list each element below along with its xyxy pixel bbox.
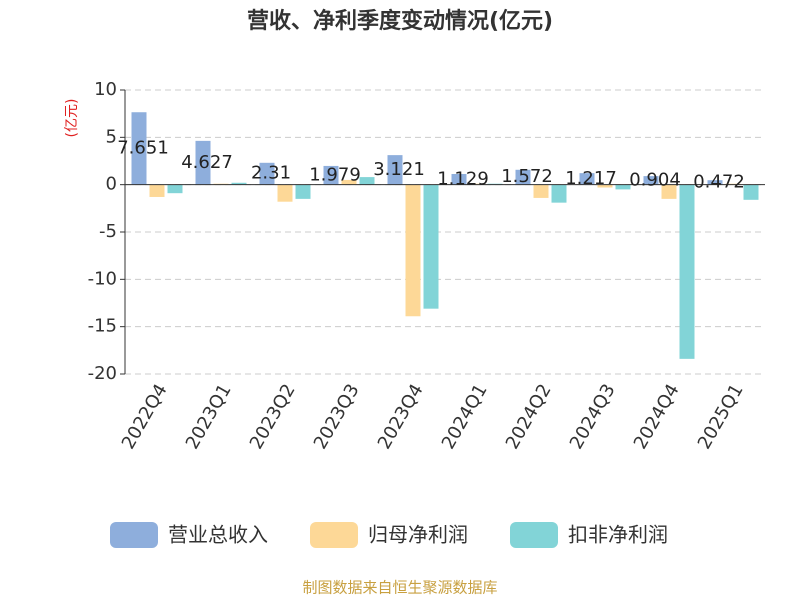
bar [579,173,595,185]
y-tick-label: 5 [106,126,117,147]
x-tick-label: 2023Q1 [182,381,236,453]
bar [679,184,695,359]
data-label: 2.31 [251,163,291,184]
bar [533,184,549,198]
bar [259,162,275,185]
bar [405,184,421,317]
bar [387,155,403,185]
bar [615,184,631,190]
x-tick-label: 2022Q4 [118,381,172,453]
bar [231,182,247,185]
bar [149,184,165,197]
bar [195,140,211,185]
bar [597,184,613,188]
bar [423,184,439,309]
data-label: 1.572 [501,166,553,187]
data-label: 0.904 [629,169,681,190]
y-tick-label: 0 [106,174,117,195]
y-tick-label: 10 [94,79,117,100]
bar [661,184,677,199]
bar [515,169,531,185]
data-label: 1.979 [309,164,361,185]
x-tick-label: 2024Q2 [502,381,556,453]
y-tick-label: -5 [99,221,117,242]
bar [323,165,339,185]
x-tick-label: 2024Q4 [630,381,684,453]
bar [707,180,723,185]
source-note: 制图数据来自恒生聚源数据库 [302,579,497,597]
bar [167,184,183,194]
chart-title: 营收、净利季度变动情况(亿元) [247,8,553,34]
legend-label: 归母净利润 [368,523,468,547]
data-label: 4.627 [181,152,233,173]
x-tick-label: 2023Q4 [374,381,428,453]
legend-label: 营业总收入 [168,523,268,547]
legend-swatch [510,522,558,548]
x-tick-label: 2025Q1 [694,381,748,453]
legend-label: 扣非净利润 [568,523,668,547]
bar [743,184,759,200]
data-label: 1.129 [437,168,489,189]
data-label: 3.121 [373,159,425,180]
x-tick-label: 2023Q3 [310,381,364,453]
y-tick-label: -15 [88,316,117,337]
legend-swatch [310,522,358,548]
data-label: 1.217 [565,168,617,189]
bar [295,184,311,199]
bar [277,184,293,202]
x-tick-label: 2024Q3 [566,381,620,453]
data-label: 7.651 [117,137,169,158]
y-tick-label: -20 [88,363,117,384]
bar [131,112,147,185]
bar [341,179,357,185]
data-label: 0.472 [693,171,745,192]
bar [643,176,659,185]
x-tick-label: 2023Q2 [246,381,300,453]
bar [359,177,375,185]
legend-swatch [110,522,158,548]
y-axis-label: (亿元) [64,99,80,138]
x-tick-label: 2024Q1 [438,381,492,453]
bar [451,173,467,185]
bar [551,184,567,203]
y-tick-label: -10 [88,268,117,289]
